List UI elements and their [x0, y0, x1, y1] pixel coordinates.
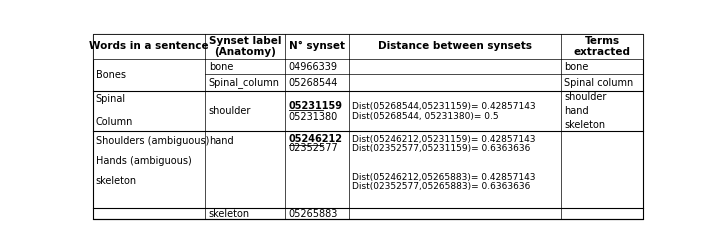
Text: skeleton: skeleton [209, 208, 250, 218]
Text: 05265883: 05265883 [289, 208, 338, 218]
Text: skeleton: skeleton [96, 176, 137, 186]
Text: shoulder: shoulder [209, 106, 251, 116]
Text: skeleton: skeleton [564, 120, 605, 130]
Text: Shoulders (ambiguous): Shoulders (ambiguous) [96, 136, 209, 145]
Text: Words in a sentence: Words in a sentence [89, 41, 209, 51]
Text: 05231380: 05231380 [289, 112, 338, 122]
Text: Dist(02352577,05231159)= 0.6363636: Dist(02352577,05231159)= 0.6363636 [352, 144, 531, 153]
Text: 05268544: 05268544 [289, 78, 338, 88]
Text: Spinal: Spinal [96, 94, 126, 104]
Text: 05246212: 05246212 [289, 134, 342, 144]
Text: 02352577: 02352577 [289, 143, 338, 153]
Text: Spinal_column: Spinal_column [209, 78, 280, 88]
Text: hand: hand [564, 106, 589, 116]
Text: Spinal column: Spinal column [564, 78, 633, 88]
Text: Hands (ambiguous): Hands (ambiguous) [96, 156, 192, 166]
Text: Terms
extracted: Terms extracted [574, 36, 630, 57]
Text: Dist(05268544,05231159)= 0.42857143: Dist(05268544,05231159)= 0.42857143 [352, 102, 536, 110]
Bar [93, 34, 643, 59]
Text: 05231159: 05231159 [289, 101, 342, 111]
Text: 04966339: 04966339 [289, 62, 337, 72]
Text: Distance between synsets: Distance between synsets [378, 41, 532, 51]
Text: Dist(05246212,05265883)= 0.42857143: Dist(05246212,05265883)= 0.42857143 [352, 173, 536, 182]
Text: Synset label
(Anatomy): Synset label (Anatomy) [209, 36, 281, 57]
Text: Dist(02352577,05265883)= 0.6363636: Dist(02352577,05265883)= 0.6363636 [352, 182, 531, 191]
Text: Dist(05268544, 05231380)= 0.5: Dist(05268544, 05231380)= 0.5 [352, 112, 499, 121]
Text: N° synset: N° synset [289, 41, 345, 51]
Text: hand: hand [209, 136, 233, 145]
Text: Dist(05246212,05231159)= 0.42857143: Dist(05246212,05231159)= 0.42857143 [352, 134, 536, 143]
Text: Bones: Bones [96, 70, 126, 80]
Text: shoulder: shoulder [564, 92, 607, 102]
Text: bone: bone [564, 62, 589, 72]
Text: bone: bone [209, 62, 233, 72]
Text: Column: Column [96, 118, 134, 128]
